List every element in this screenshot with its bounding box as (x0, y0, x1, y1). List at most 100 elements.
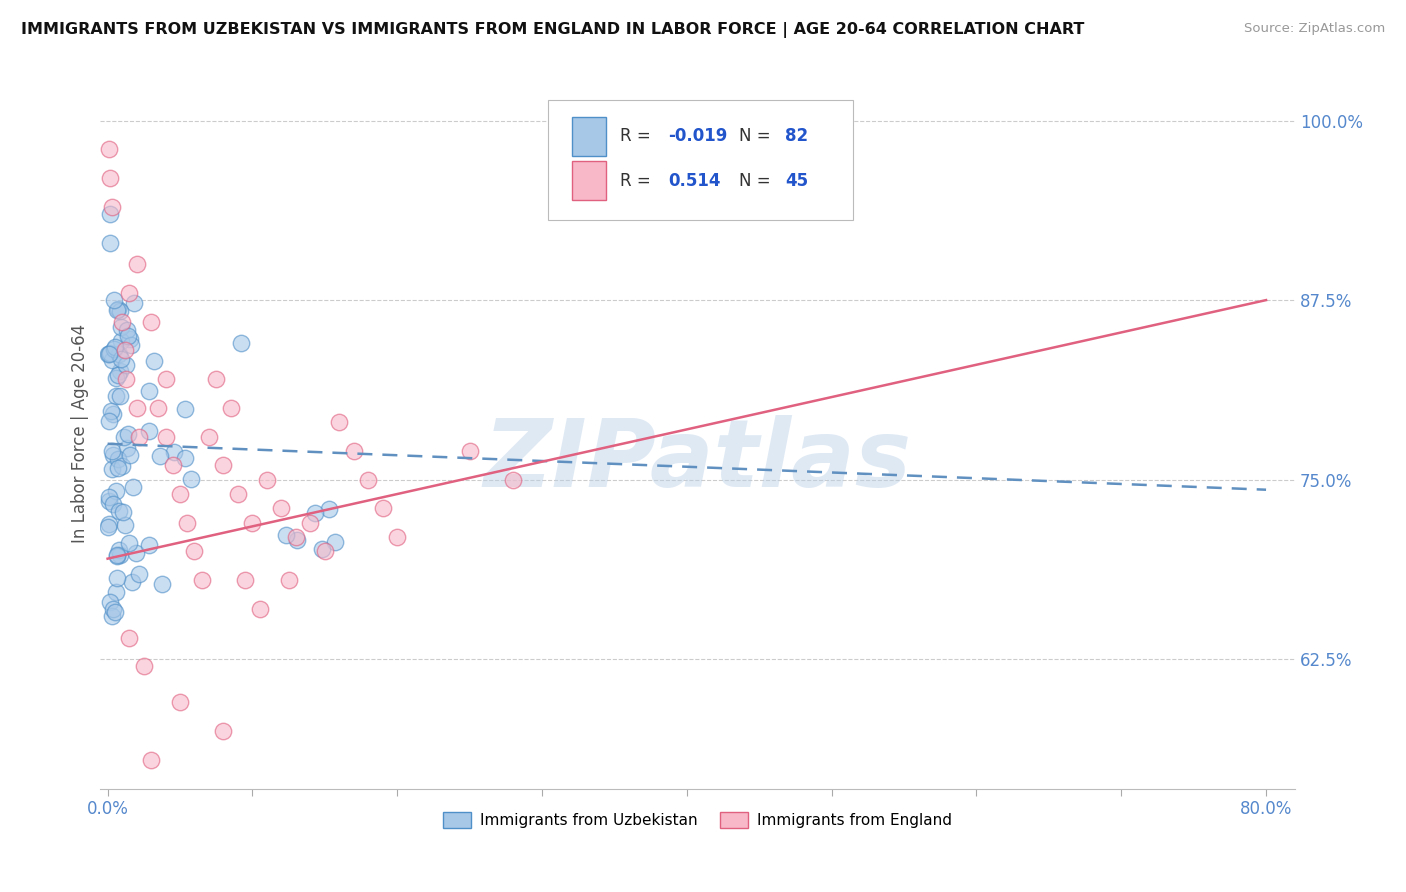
Point (104, 340, 127, 354)
Point (219, 401, 242, 415)
Point (328, 415, 350, 429)
Text: N =: N = (740, 171, 776, 189)
Point (212, 724, 235, 739)
Point (101, 448, 124, 462)
Point (256, 473, 278, 487)
Point (132, 659, 155, 673)
Point (103, 602, 125, 616)
Point (114, 518, 136, 533)
Point (502, 473, 524, 487)
Point (162, 458, 184, 473)
Point (299, 516, 322, 530)
Point (371, 501, 394, 516)
Point (105, 303, 128, 318)
Point (277, 573, 299, 587)
Point (98, 142, 121, 156)
Point (107, 452, 129, 467)
Point (110, 389, 132, 403)
Point (174, 402, 197, 417)
Point (97, 490, 120, 504)
Point (138, 538, 160, 552)
Point (115, 323, 138, 337)
Point (122, 296, 145, 310)
Point (174, 450, 197, 465)
Point (149, 449, 172, 463)
Point (112, 430, 135, 444)
Point (163, 445, 186, 459)
Point (108, 548, 131, 562)
Point (108, 364, 131, 378)
Point (107, 460, 129, 475)
Point (100, 595, 122, 609)
Y-axis label: In Labor Force | Age 20-64: In Labor Force | Age 20-64 (72, 324, 89, 542)
Point (176, 516, 198, 530)
Point (143, 354, 166, 368)
Point (118, 332, 141, 346)
Point (139, 315, 162, 329)
Point (117, 426, 139, 441)
Point (110, 320, 132, 334)
Point (97, 520, 120, 534)
Point (98, 414, 121, 428)
Point (270, 501, 292, 516)
Point (233, 573, 256, 587)
Point (101, 609, 124, 624)
Point (98, 346, 121, 360)
Text: ZIPatlas: ZIPatlas (484, 416, 911, 508)
Text: Source: ZipAtlas.com: Source: ZipAtlas.com (1244, 22, 1385, 36)
Point (198, 429, 221, 443)
Point (100, 404, 122, 418)
Point (110, 304, 132, 318)
Point (121, 575, 143, 590)
Point (139, 753, 162, 767)
Point (103, 343, 125, 357)
Point (105, 571, 128, 585)
Point (107, 302, 129, 317)
Point (125, 257, 148, 271)
Point (118, 631, 141, 645)
Point (226, 487, 249, 501)
Point (125, 546, 148, 560)
Point (190, 573, 212, 587)
Point (118, 448, 141, 462)
Point (169, 487, 191, 501)
Point (343, 444, 366, 458)
Text: 0.514: 0.514 (668, 171, 720, 189)
Point (108, 347, 131, 361)
Point (108, 543, 131, 558)
Point (100, 235, 122, 250)
Point (103, 407, 125, 421)
FancyBboxPatch shape (548, 100, 853, 219)
Point (148, 401, 170, 415)
Point (284, 530, 307, 544)
Point (97, 347, 120, 361)
Point (107, 368, 129, 382)
Text: N =: N = (740, 128, 776, 145)
Point (274, 528, 297, 542)
Point (169, 695, 191, 709)
Point (105, 548, 128, 562)
Point (155, 429, 177, 443)
Point (104, 585, 127, 599)
Point (285, 533, 308, 547)
Text: -0.019: -0.019 (668, 128, 727, 145)
Point (120, 337, 142, 351)
Point (117, 441, 139, 455)
Point (111, 458, 134, 473)
Point (115, 358, 138, 372)
Point (138, 424, 160, 438)
Point (242, 516, 264, 530)
Point (155, 372, 177, 386)
Point (100, 444, 122, 458)
Point (118, 536, 141, 550)
Point (183, 544, 205, 558)
Point (128, 566, 150, 581)
Point (107, 504, 129, 518)
Point (104, 483, 127, 498)
Point (100, 462, 122, 476)
Point (101, 352, 124, 367)
FancyBboxPatch shape (572, 117, 606, 156)
Point (118, 285, 141, 300)
Text: 82: 82 (785, 128, 808, 145)
Point (105, 549, 128, 563)
